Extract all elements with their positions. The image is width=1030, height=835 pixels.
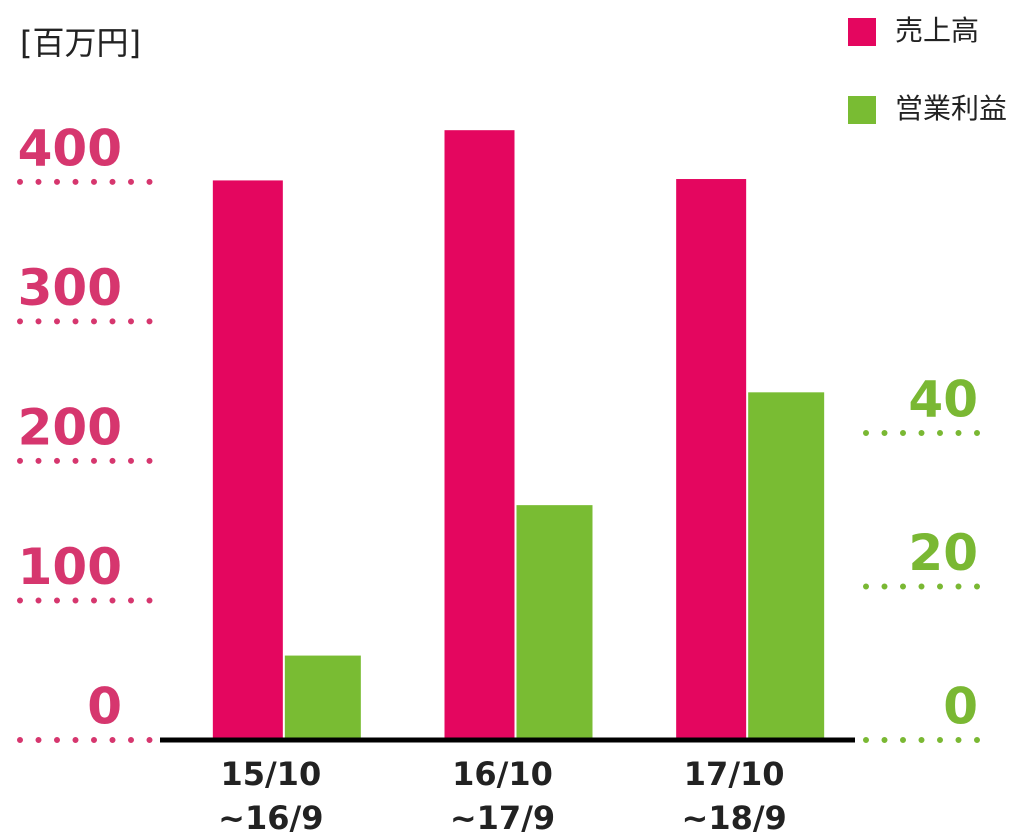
y2-tick-label: 20 (908, 524, 978, 582)
y-tick-label: 300 (18, 259, 122, 317)
legend-swatch (848, 18, 876, 46)
bar (748, 392, 825, 740)
bar (516, 505, 593, 740)
bar (212, 180, 283, 740)
y-tick-label: 200 (18, 398, 122, 456)
bar (284, 655, 361, 740)
x-tick-label: 16/10 ~17/9 (450, 755, 555, 835)
y-tick-label: 100 (18, 538, 122, 596)
bar (444, 130, 515, 740)
x-tick-label: 15/10 ~16/9 (218, 755, 323, 835)
legend-label: 営業利益 (895, 92, 1007, 125)
unit-label: [百万円] (20, 24, 141, 62)
y2-tick-label: 40 (908, 371, 978, 429)
y-tick-label: 0 (87, 678, 122, 736)
y2-tick-label: 0 (943, 678, 978, 736)
bar (676, 179, 747, 740)
y-tick-label: 400 (18, 119, 122, 177)
legend-label: 売上高 (895, 14, 979, 47)
legend-swatch (848, 96, 876, 124)
x-tick-label: 17/10 ~18/9 (682, 755, 787, 835)
